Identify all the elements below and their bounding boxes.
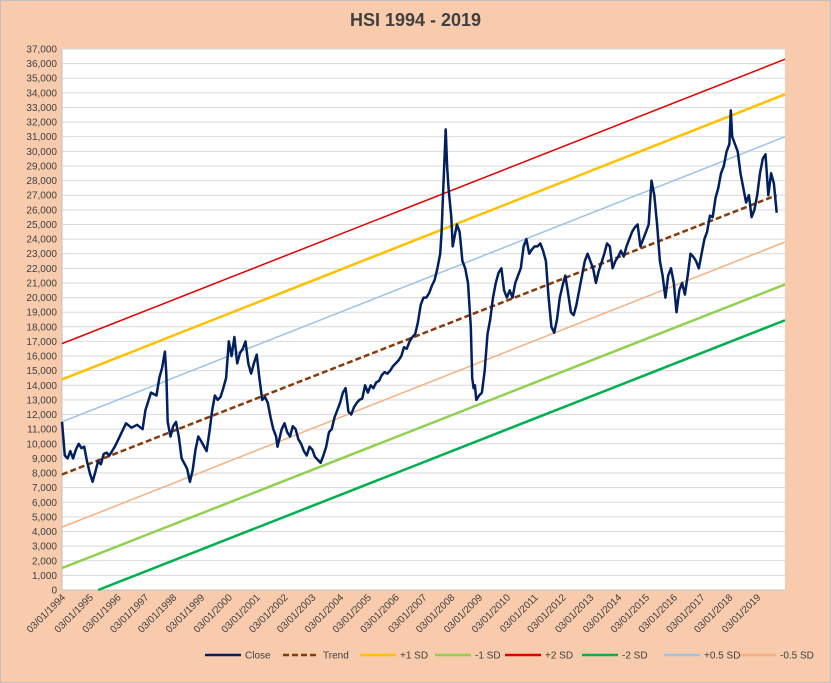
legend-label: -0.5 SD — [780, 651, 814, 662]
y-axis-ticks: 01,0002,0003,0004,0005,0006,0007,0008,00… — [26, 45, 57, 597]
y-tick-label: 30,000 — [26, 147, 57, 158]
y-tick-label: 26,000 — [26, 205, 57, 216]
y-tick-label: 9,000 — [32, 454, 57, 465]
y-tick-label: 6,000 — [32, 498, 57, 509]
legend-label: Trend — [323, 651, 349, 662]
legend: Close Trend +1 SD -1 SD +2 SD -2 SD +0.5 SD -0.… — [205, 651, 814, 662]
y-tick-label: 29,000 — [26, 161, 57, 172]
y-tick-label: 1,000 — [32, 571, 57, 582]
y-tick-label: 28,000 — [26, 176, 57, 187]
legend-label: +1 SD — [400, 651, 428, 662]
y-tick-label: 23,000 — [26, 249, 57, 260]
y-tick-label: 19,000 — [26, 308, 57, 319]
y-tick-label: 12,000 — [26, 410, 57, 421]
y-tick-label: 27,000 — [26, 191, 57, 202]
legend-label: Close — [245, 651, 271, 662]
y-tick-label: 3,000 — [32, 542, 57, 553]
y-tick-label: 22,000 — [26, 264, 57, 275]
x-axis-ticks: 03/01/199403/01/199503/01/199603/01/1997… — [25, 592, 764, 635]
y-tick-label: 4,000 — [32, 527, 57, 538]
y-tick-label: 31,000 — [26, 132, 57, 143]
y-tick-label: 32,000 — [26, 118, 57, 129]
y-tick-label: 16,000 — [26, 352, 57, 363]
chart-canvas: 01,0002,0003,0004,0005,0006,0007,0008,00… — [0, 0, 831, 683]
y-tick-label: 25,000 — [26, 220, 57, 231]
y-tick-label: 11,000 — [27, 425, 57, 436]
y-tick-label: 14,000 — [26, 381, 57, 392]
legend-label: +0.5 SD — [704, 651, 740, 662]
y-tick-label: 24,000 — [26, 235, 57, 246]
plot-area — [62, 49, 785, 590]
y-tick-label: 8,000 — [32, 469, 57, 480]
y-tick-label: 7,000 — [32, 483, 57, 494]
y-tick-label: 35,000 — [26, 74, 57, 85]
y-tick-label: 20,000 — [26, 293, 57, 304]
y-tick-label: 15,000 — [26, 366, 57, 377]
y-tick-label: 21,000 — [26, 278, 57, 289]
y-tick-label: 34,000 — [26, 88, 57, 99]
y-tick-label: 10,000 — [26, 439, 57, 450]
legend-label: -2 SD — [622, 651, 648, 662]
y-tick-label: 5,000 — [32, 512, 57, 523]
legend-label: -1 SD — [475, 651, 501, 662]
y-tick-label: 33,000 — [26, 103, 57, 114]
y-tick-label: 2,000 — [32, 556, 57, 567]
y-tick-label: 37,000 — [26, 45, 57, 56]
y-tick-label: 17,000 — [26, 337, 57, 348]
y-tick-label: 13,000 — [26, 395, 57, 406]
y-tick-label: 36,000 — [26, 59, 57, 70]
legend-label: +2 SD — [545, 651, 573, 662]
y-tick-label: 18,000 — [26, 322, 57, 333]
